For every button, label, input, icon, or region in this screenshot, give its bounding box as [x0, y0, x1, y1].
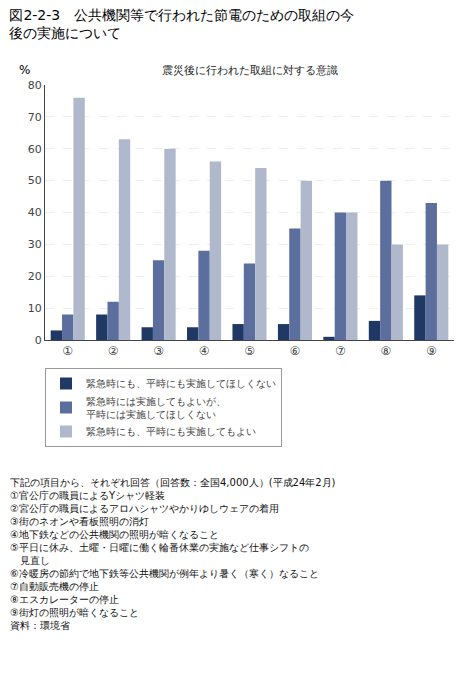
svg-text:④: ④ — [199, 344, 210, 358]
svg-text:図2-2-3 公共機関等で行われた節電のための取組の今後の実: 図2-2-3 公共機関等で行われた節電のための取組の今後の実施について — [9, 7, 354, 41]
svg-text:⑨: ⑨ — [426, 344, 437, 358]
svg-text:③: ③ — [153, 344, 164, 358]
svg-text:緊急時にも、平時にも実施してもよい: 緊急時にも、平時にも実施してもよい — [86, 426, 256, 437]
svg-text:⑥: ⑥ — [290, 344, 301, 358]
svg-text:60: 60 — [28, 143, 42, 156]
svg-text:⑤: ⑤ — [244, 344, 255, 358]
svg-text:0: 0 — [35, 334, 42, 347]
svg-text:40: 40 — [28, 206, 42, 219]
svg-text:10: 10 — [28, 302, 42, 315]
svg-text:⑧: ⑧ — [380, 344, 391, 358]
svg-text:震災後に行われた取組に対する意識: 震災後に行われた取組に対する意識 — [162, 64, 338, 77]
svg-text:⑦: ⑦ — [335, 344, 346, 358]
svg-text:緊急時には実施してもよいが、平時には実施してほしくない: 緊急時には実施してもよいが、平時には実施してほしくない — [86, 396, 226, 420]
svg-text:70: 70 — [28, 111, 42, 124]
svg-text:②: ② — [108, 344, 119, 358]
svg-text:50: 50 — [28, 174, 42, 187]
svg-text:①: ① — [62, 344, 73, 358]
svg-text:%: % — [19, 63, 30, 77]
svg-text:緊急時にも、平時にも実施してほしくない: 緊急時にも、平時にも実施してほしくない — [86, 378, 276, 389]
svg-text:30: 30 — [28, 238, 42, 251]
svg-text:20: 20 — [28, 270, 42, 283]
svg-text:下記の項目から、それぞれ回答（回答数：全国4,000人）(平: 下記の項目から、それぞれ回答（回答数：全国4,000人）(平成24年2月)①官公… — [10, 477, 336, 631]
svg-text:80: 80 — [28, 79, 42, 92]
